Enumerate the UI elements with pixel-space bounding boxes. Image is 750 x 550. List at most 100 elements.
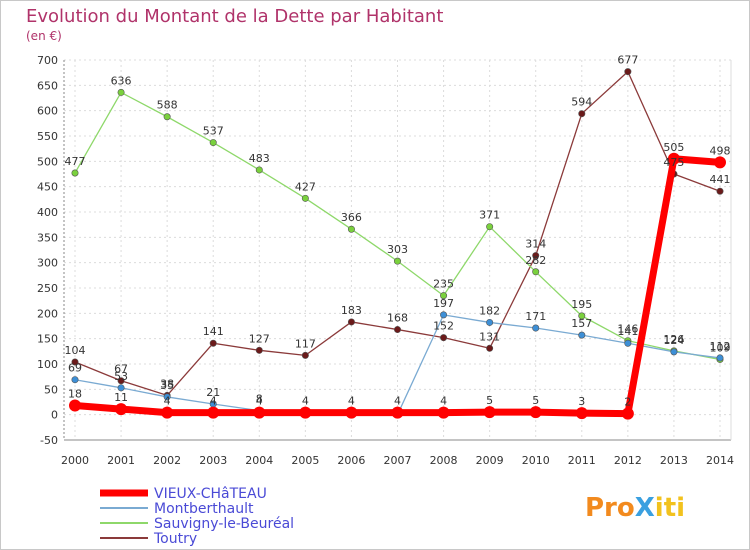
data-label: 677 — [617, 54, 638, 67]
data-point — [667, 152, 680, 165]
data-point — [255, 346, 263, 354]
data-label: 127 — [249, 332, 270, 345]
data-label: 8 — [256, 393, 263, 406]
data-label: 588 — [157, 99, 178, 112]
data-label: 4 — [348, 395, 355, 408]
data-point — [440, 292, 448, 300]
data-label: 371 — [479, 209, 500, 222]
y-tick-label: 200 — [37, 307, 58, 320]
data-label: 475 — [663, 156, 684, 169]
data-point — [714, 156, 726, 169]
y-tick-label: 350 — [37, 231, 58, 244]
data-point — [253, 406, 266, 419]
data-point — [115, 403, 128, 416]
data-point — [670, 348, 678, 356]
data-point — [71, 376, 79, 384]
data-point — [440, 311, 448, 319]
data-point — [716, 187, 724, 195]
data-label: 4 — [164, 395, 171, 408]
data-label: 366 — [341, 211, 362, 224]
data-label: 4 — [210, 395, 217, 408]
data-label: 4 — [440, 395, 447, 408]
data-label: 171 — [525, 310, 546, 323]
legend-label: Montberthault — [154, 501, 254, 517]
data-point — [117, 377, 125, 385]
x-tick-label: 2005 — [291, 454, 319, 467]
y-tick-label: 100 — [37, 358, 58, 371]
y-tick-label: 0 — [51, 409, 58, 422]
data-label: 109 — [710, 341, 731, 354]
data-point — [621, 407, 634, 420]
data-point — [437, 406, 450, 419]
data-point — [486, 344, 494, 352]
y-tick-label: 650 — [37, 79, 58, 92]
data-point — [347, 318, 355, 326]
y-tick-label: 600 — [37, 105, 58, 118]
legend-item: VIEUX-CHâTEAU — [100, 486, 267, 502]
legend-label: Sauvigny-le-Beuréal — [154, 516, 294, 532]
y-tick-label: 550 — [37, 130, 58, 143]
data-label: 18 — [68, 388, 82, 401]
data-label: 126 — [663, 333, 684, 346]
legend-item: Montberthault — [100, 501, 254, 517]
data-label: 3 — [578, 395, 585, 408]
x-tick-label: 2010 — [522, 454, 550, 467]
data-label: 182 — [479, 304, 500, 317]
data-label: 505 — [663, 141, 684, 154]
data-label: 112 — [710, 340, 731, 353]
data-label: 152 — [433, 320, 454, 333]
data-point — [483, 406, 496, 419]
data-label: 141 — [203, 325, 224, 338]
series-0 — [69, 152, 726, 420]
data-point — [117, 384, 125, 392]
grid — [64, 59, 731, 441]
data-point — [117, 88, 125, 96]
y-tick-label: 400 — [37, 206, 58, 219]
data-point — [532, 252, 540, 260]
data-point — [163, 113, 171, 121]
x-tick-label: 2006 — [337, 454, 365, 467]
x-tick-label: 2004 — [245, 454, 273, 467]
data-point — [486, 318, 494, 326]
data-label: 4 — [394, 395, 401, 408]
series-3 — [71, 68, 724, 399]
y-tick-label: 150 — [37, 333, 58, 346]
data-point — [532, 268, 540, 276]
x-tick-label: 2001 — [107, 454, 135, 467]
data-point — [71, 169, 79, 177]
data-label: 146 — [617, 323, 638, 336]
data-label: 441 — [710, 173, 731, 186]
chart-subtitle: (en €) — [26, 29, 62, 43]
data-label: 168 — [387, 312, 408, 325]
data-point — [624, 339, 632, 347]
data-label: 117 — [295, 337, 316, 350]
data-label: 21 — [206, 386, 220, 399]
x-tick-label: 2012 — [614, 454, 642, 467]
y-tick-label: 250 — [37, 282, 58, 295]
x-tick-label: 2000 — [61, 454, 89, 467]
data-label: 11 — [114, 391, 128, 404]
data-label: 498 — [710, 144, 731, 157]
data-point — [209, 139, 217, 147]
legend-item: Toutry — [100, 531, 197, 547]
data-label: 483 — [249, 152, 270, 165]
data-point — [347, 225, 355, 233]
data-point — [393, 326, 401, 334]
data-label: 5 — [532, 394, 539, 407]
data-point — [578, 312, 586, 320]
series-group — [69, 68, 726, 420]
data-label: 69 — [68, 362, 82, 375]
data-point — [578, 331, 586, 339]
x-tick-label: 2003 — [199, 454, 227, 467]
data-label: 537 — [203, 125, 224, 138]
data-label: 141 — [617, 325, 638, 338]
data-point — [71, 358, 79, 366]
data-point — [532, 324, 540, 332]
legend: VIEUX-CHâTEAUMontberthaultSauvigny-le-Be… — [100, 486, 294, 547]
x-tick-label: 2008 — [430, 454, 458, 467]
data-point — [163, 393, 171, 401]
data-point — [575, 407, 588, 420]
data-label: 303 — [387, 243, 408, 256]
